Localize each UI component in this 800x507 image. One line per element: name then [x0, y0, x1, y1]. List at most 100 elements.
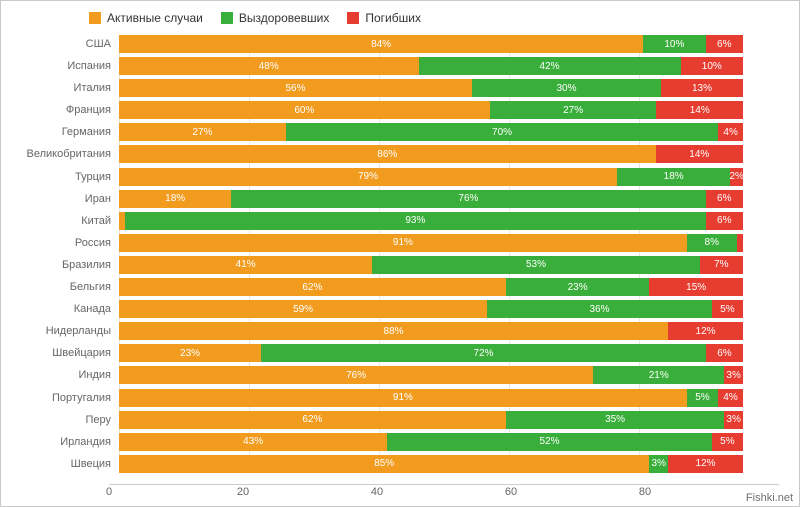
- bar-row: Перу62%35%3%: [119, 411, 769, 429]
- plot-area: США84%10%6%Испания48%42%10%Италия56%30%1…: [119, 35, 769, 473]
- segment-active: 43%: [119, 433, 387, 451]
- bar-rows: США84%10%6%Испания48%42%10%Италия56%30%1…: [119, 35, 769, 473]
- segment-active: 41%: [119, 256, 372, 274]
- segment-recovered: 72%: [261, 344, 706, 362]
- stacked-bar: 91% 5% 4%: [119, 389, 743, 407]
- legend: Активные случаи Выздоровевших Погибших: [89, 11, 789, 25]
- segment-value: 59%: [291, 304, 315, 315]
- segment-value: 6%: [715, 39, 733, 50]
- segment-value: 12%: [694, 326, 718, 337]
- stacked-bar: 76%21%3%: [119, 366, 743, 384]
- bar-row: США84%10%6%: [119, 35, 769, 53]
- segment-value: 76%: [456, 193, 480, 204]
- segment-value: 18%: [662, 171, 686, 182]
- segment-active: 86%: [119, 145, 656, 163]
- bar-row: Швеция85%3%12%: [119, 455, 769, 473]
- segment-deaths: 15%: [649, 278, 743, 296]
- row-label: Индия: [11, 366, 119, 384]
- segment-active: 79%: [119, 168, 617, 186]
- bar-row: Индия76%21%3%: [119, 366, 769, 384]
- legend-swatch-deaths: [347, 12, 359, 24]
- segment-value: 60%: [292, 105, 316, 116]
- bar-row: Германия27%70%4%: [119, 123, 769, 141]
- segment-value: 10%: [662, 39, 686, 50]
- segment-deaths: 13%: [661, 79, 743, 97]
- bar-row: Италия56%30%13%: [119, 79, 769, 97]
- bar-row: Ирландия43%52%5%: [119, 433, 769, 451]
- segment-value: 62%: [300, 282, 324, 293]
- row-label: Бельгия: [11, 278, 119, 296]
- stacked-bar: 43%52% 5%: [119, 433, 743, 451]
- bar-row: Россия91%8%: [119, 234, 769, 252]
- segment-recovered: 93%: [125, 212, 705, 230]
- segment-deaths: 14%: [656, 145, 743, 163]
- segment-active: 76%: [119, 366, 593, 384]
- row-label: Великобритания: [11, 145, 119, 163]
- segment-deaths: 3%: [724, 411, 743, 429]
- segment-value: 84%: [369, 39, 393, 50]
- row-label: Канада: [11, 300, 119, 318]
- segment-value: 72%: [472, 348, 496, 359]
- segment-active: 18%: [119, 190, 231, 208]
- segment-recovered: 42%: [419, 57, 681, 75]
- segment-value: 18%: [163, 193, 187, 204]
- segment-deaths: 4%: [718, 389, 743, 407]
- x-axis: 020406080: [109, 484, 779, 500]
- segment-value: 27%: [190, 127, 214, 138]
- segment-value: 27%: [561, 105, 585, 116]
- stacked-bar: 86% 14%: [119, 145, 743, 163]
- segment-value: 2%: [730, 171, 743, 182]
- segment-value: 88%: [382, 326, 406, 337]
- segment-value: 36%: [587, 304, 611, 315]
- segment-active: 59%: [119, 300, 487, 318]
- x-tick: 0: [106, 486, 112, 498]
- row-label: США: [11, 35, 119, 53]
- segment-active: 88%: [119, 322, 668, 340]
- row-label: Перу: [11, 411, 119, 429]
- segment-deaths: 6%: [706, 344, 743, 362]
- bar-row: Канада59%36%5%: [119, 300, 769, 318]
- segment-deaths: 6%: [706, 212, 743, 230]
- stacked-bar: 60%27%14%: [119, 101, 743, 119]
- segment-recovered: 10%: [643, 35, 705, 53]
- segment-value: 91%: [391, 237, 415, 248]
- bar-row: Иран18%76%6%: [119, 190, 769, 208]
- stacked-bar: 62%23%15%: [119, 278, 743, 296]
- bar-row: Испания48%42%10%: [119, 57, 769, 75]
- legend-swatch-active: [89, 12, 101, 24]
- segment-value: 7%: [712, 259, 730, 270]
- segment-deaths: 5%: [712, 433, 743, 451]
- stacked-bar: 85%3%12%: [119, 455, 743, 473]
- segment-value: 76%: [344, 370, 368, 381]
- row-label: Нидерланды: [11, 322, 119, 340]
- segment-active: 91%: [119, 389, 687, 407]
- segment-deaths: 12%: [668, 322, 743, 340]
- segment-recovered: 52%: [387, 433, 711, 451]
- segment-value: 4%: [721, 392, 739, 403]
- segment-value: 70%: [490, 127, 514, 138]
- segment-value: 13%: [690, 83, 714, 94]
- segment-deaths: 6%: [706, 35, 743, 53]
- stacked-bar: 88% 12%: [119, 322, 743, 340]
- stacked-bar: 59%36%5%: [119, 300, 743, 318]
- segment-recovered: 18%: [617, 168, 730, 186]
- row-label: Италия: [11, 79, 119, 97]
- row-label: Франция: [11, 101, 119, 119]
- segment-value: 5%: [693, 392, 711, 403]
- legend-item-recovered: Выздоровевших: [221, 11, 330, 25]
- stacked-bar: 84% 10% 6%: [119, 35, 743, 53]
- segment-deaths: 2%: [730, 168, 743, 186]
- legend-item-active: Активные случаи: [89, 11, 203, 25]
- segment-recovered: 53%: [372, 256, 699, 274]
- segment-active: 48%: [119, 57, 419, 75]
- segment-value: 4%: [721, 127, 739, 138]
- stacked-bar: 56%30%13%: [119, 79, 743, 97]
- legend-swatch-recovered: [221, 12, 233, 24]
- bar-row: Франция60%27%14%: [119, 101, 769, 119]
- segment-value: 5%: [718, 436, 736, 447]
- stacked-bar: 48%42%10%: [119, 57, 743, 75]
- segment-value: 86%: [375, 149, 399, 160]
- segment-recovered: 70%: [286, 123, 718, 141]
- legend-item-deaths: Погибших: [347, 11, 421, 25]
- bar-row: Нидерланды88%12%: [119, 322, 769, 340]
